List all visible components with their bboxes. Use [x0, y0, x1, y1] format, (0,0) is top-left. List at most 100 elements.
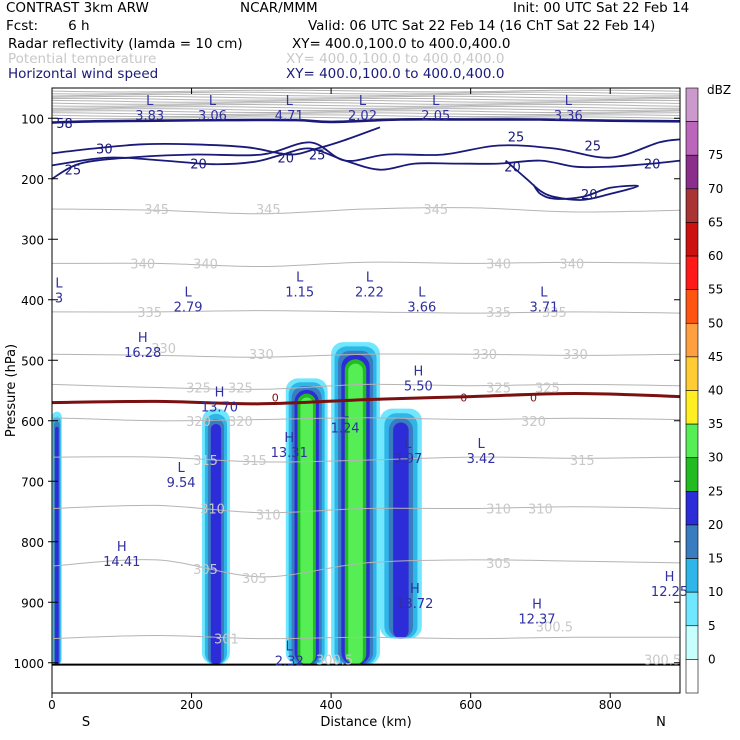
theta-label-24: 310	[200, 502, 225, 517]
extreme-value-1: 3.06	[198, 109, 227, 124]
freezing-label-1: 0	[460, 392, 467, 405]
colorbar-level-30: 30	[708, 451, 723, 465]
freezing-label-2: 0	[530, 392, 537, 405]
colorbar-swatch-3	[685, 558, 699, 593]
colorbar-level-65: 65	[708, 215, 723, 229]
extreme-value-19: 9.54	[167, 476, 196, 491]
extreme-value-2: 4.71	[275, 109, 304, 124]
colorbar-swatch-16	[685, 121, 699, 156]
theta-label-25: 310	[256, 509, 281, 524]
theta-label-30: 305	[486, 557, 511, 572]
extreme-value-11: 3.71	[529, 301, 558, 316]
theta-label-12: 330	[472, 348, 497, 363]
theta-contour-325	[51, 383, 681, 390]
theta-label-17: 325	[535, 381, 560, 396]
field-reflectivity-xy: XY= 400.0,100.0 to 400.0,400.0	[292, 36, 511, 52]
theta-label-20: 320	[521, 415, 546, 430]
theta-label-18: 320	[186, 415, 211, 430]
extreme-type-9: L	[366, 271, 374, 286]
colorbar-swatch-9	[685, 356, 699, 391]
extreme-value-20: 14.41	[103, 555, 140, 570]
theta-label-34: 300.5	[316, 654, 353, 669]
extreme-type-4: L	[432, 94, 440, 109]
strat-theta-line-3	[51, 95, 681, 99]
colorbar-swatch-2	[685, 591, 699, 627]
theta-contours	[51, 207, 681, 640]
colorbar-swatch-5	[685, 491, 699, 526]
wind-label-6: 25	[508, 130, 525, 145]
y-tick-label-100: 100	[21, 112, 44, 126]
strat-theta-line-4	[51, 97, 681, 101]
theta-label-0: 345	[144, 203, 169, 218]
wind-label-2: 25	[65, 164, 82, 179]
wind-label-1: 30	[96, 143, 113, 158]
extreme-value-0: 3.83	[135, 109, 164, 124]
colorbar-level-55: 55	[708, 283, 723, 297]
extreme-value-14: 13.70	[201, 401, 238, 416]
extreme-value-22: 12.37	[518, 612, 555, 627]
theta-contour-315	[51, 456, 681, 463]
upper-grey-contours	[51, 89, 681, 120]
colorbar-swatch-0	[685, 659, 699, 694]
strat-theta-line-5	[51, 99, 681, 103]
theta-contour-345	[51, 207, 681, 215]
refl-cell-1-level-20	[210, 424, 222, 665]
field-wind-name: Horizontal wind speed	[8, 66, 159, 82]
strat-theta-line-9	[51, 108, 681, 111]
y-axis-label: Pressure (hPa)	[4, 344, 19, 437]
colorbar-level-40: 40	[708, 384, 723, 398]
extreme-type-0: L	[146, 94, 154, 109]
colorbar-swatch-15	[685, 154, 699, 190]
extreme-type-5: L	[565, 94, 573, 109]
strat-theta-line-0	[51, 89, 681, 93]
plot-frame	[51, 87, 681, 694]
refl-cell-2-level-30	[300, 397, 313, 665]
x-tick-label-800: 800	[599, 698, 622, 712]
strat-theta-line-2	[51, 93, 681, 97]
colorbar-level-15: 15	[708, 552, 723, 566]
wind-contour-20	[51, 147, 681, 171]
wind-contour-20b	[505, 159, 640, 201]
field-theta-xy: XY= 400.0,100.0 to 400.0,400.0	[286, 51, 505, 67]
extreme-value-7: 2.79	[174, 301, 203, 316]
extreme-value-12: 16.28	[124, 346, 161, 361]
strat-theta-line-13	[51, 116, 681, 120]
colorbar-level-60: 60	[708, 249, 723, 263]
extreme-value-18: 3.42	[467, 452, 496, 467]
strat-theta-line-11	[51, 112, 681, 116]
endpoint-left-label: S	[82, 715, 90, 730]
wind-contour-25	[51, 138, 681, 180]
extreme-type-15: L	[341, 407, 349, 422]
theta-contour-330	[51, 353, 681, 358]
colorbar: 0 5 10 15 20 25 30 35 40 45 50 55 60 65 70 75 dBZ	[685, 83, 731, 694]
init-time: Init: 00 UTC Sat 22 Feb 14	[513, 0, 690, 16]
theta-label-27: 310	[528, 502, 553, 517]
theta-contour-335	[51, 310, 681, 314]
theta-label-6: 340	[559, 257, 584, 272]
extreme-value-21: 13.72	[396, 597, 433, 612]
extreme-value-3: 2.02	[348, 109, 377, 124]
field-wind-xy: XY= 400.0,100.0 to 400.0,400.0	[286, 66, 505, 82]
theta-label-19: 320	[228, 415, 253, 430]
y-tick-label-600: 600	[21, 415, 44, 429]
x-tick-label-600: 600	[459, 698, 482, 712]
theta-label-31: 301	[214, 633, 239, 648]
wind-contour-30	[51, 126, 381, 156]
y-tick-label-500: 500	[21, 354, 44, 368]
colorbar-swatch-13	[685, 222, 699, 257]
x-tick-label-200: 200	[180, 698, 203, 712]
wind-label-7: 25	[585, 139, 602, 154]
extreme-type-22: H	[532, 597, 542, 612]
endpoint-right-label: N	[656, 715, 666, 730]
extreme-value-15: 1.24	[331, 422, 360, 437]
extreme-type-18: L	[478, 437, 486, 452]
theta-label-13: 330	[563, 348, 588, 363]
refl-cell-4-level-20	[393, 422, 409, 639]
y-tick-label-1000: 1000	[13, 657, 44, 671]
y-tick-label-700: 700	[21, 475, 44, 489]
colorbar-level-50: 50	[708, 316, 723, 330]
extreme-value-16: 13.31	[271, 446, 308, 461]
